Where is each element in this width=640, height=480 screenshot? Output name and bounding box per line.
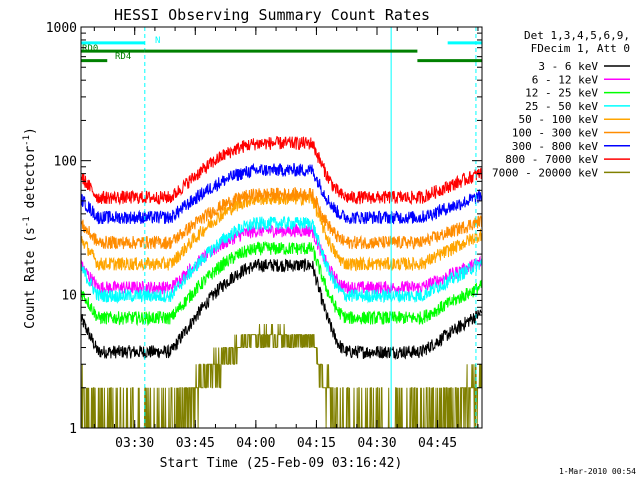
legend-label: 50 - 100 keV	[519, 113, 599, 126]
legend-label: 7000 - 20000 keV	[492, 166, 598, 179]
y-axis-label-part3: )	[23, 127, 38, 135]
x-tick-label: 03:45	[176, 436, 215, 451]
x-tick-label: 04:45	[418, 436, 457, 451]
series-line-5	[81, 186, 482, 250]
x-tick-label: 03:30	[115, 436, 154, 451]
series-line-8	[81, 323, 482, 428]
series-line-6	[81, 162, 482, 225]
legend-label: 300 - 800 keV	[512, 140, 598, 153]
bar-label: RD0	[82, 44, 98, 54]
series-line-3	[81, 215, 482, 304]
chart-title: HESSI Observing Summary Count Rates	[114, 6, 430, 24]
y-axis-label-sup1: -1	[22, 216, 32, 227]
y-tick-label: 100	[54, 155, 77, 170]
timestamp: 1-Mar-2010 00:54	[559, 467, 636, 476]
legend-label: 25 - 50 keV	[525, 100, 598, 113]
series-line-2	[81, 240, 482, 327]
series-line-7	[81, 135, 482, 206]
legend-label: 3 - 6 keV	[538, 60, 598, 73]
plot-area: N RD0 RD4	[80, 26, 483, 429]
plot-frame	[80, 26, 483, 429]
legend-header-line2: FDecim 1, Att 0	[531, 42, 630, 55]
y-axis-label-sup2: -1	[22, 135, 32, 146]
series-line-0	[81, 258, 482, 361]
y-tick-label: 1	[69, 422, 77, 437]
legend-label: 6 - 12 keV	[532, 73, 599, 86]
x-tick-label: 04:15	[297, 436, 336, 451]
legend: Det 1,3,4,5,6,9, FDecim 1, Att 0 3 - 6 k…	[492, 29, 630, 179]
legend-header-line1: Det 1,3,4,5,6,9,	[524, 29, 630, 42]
y-axis-label-part1: Count Rate (s	[23, 227, 38, 329]
x-axis-ticks: 03:30 03:45 04:00 04:15 04:30 04:45	[93, 27, 479, 451]
y-axis-label: Count Rate (s-1 detector-1)	[22, 127, 38, 329]
legend-label: 800 - 7000 keV	[505, 153, 598, 166]
y-tick-label: 10	[61, 288, 77, 303]
x-axis-label: Start Time (25-Feb-09 03:16:42)	[160, 456, 403, 471]
x-tick-label: 04:30	[357, 436, 396, 451]
legend-label: 100 - 300 keV	[512, 127, 598, 140]
y-tick-label: 1000	[46, 21, 77, 36]
overlay-layer: N RD0 RD4	[81, 27, 482, 428]
bar-label: N	[155, 36, 160, 46]
x-tick-label: 04:00	[236, 436, 275, 451]
legend-label: 12 - 25 keV	[525, 87, 598, 100]
series-layer	[81, 135, 482, 428]
bar-label: RD4	[115, 52, 131, 62]
y-axis-label-part2: detector	[23, 146, 38, 217]
y-axis-ticks: 1 10 100 1000	[46, 21, 482, 437]
